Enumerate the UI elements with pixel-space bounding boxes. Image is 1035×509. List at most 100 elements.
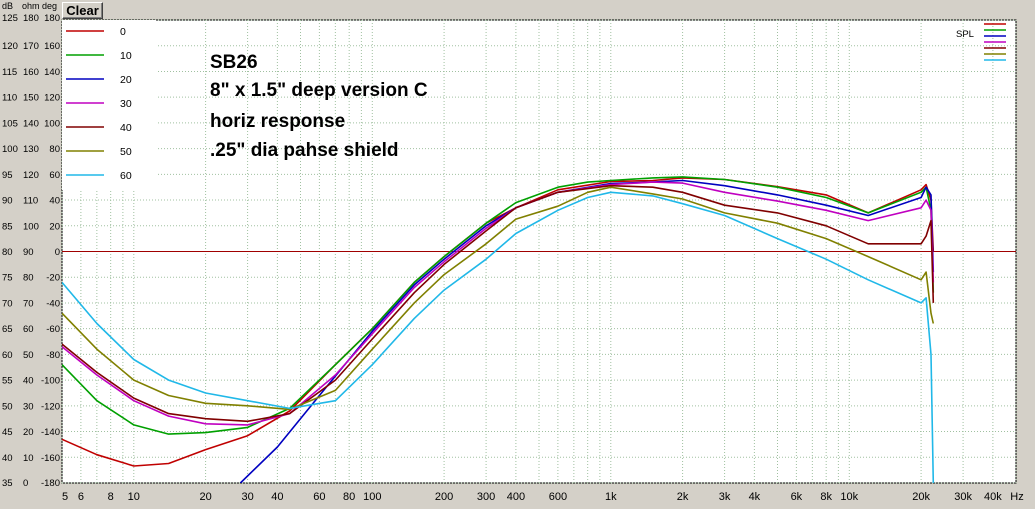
y-tick-ohm: 80 [23,273,34,284]
legend-box [62,20,156,190]
db-axis-header: dB [2,1,13,11]
y-tick-ohm: 70 [23,298,34,309]
y-tick-deg: 160 [44,41,60,52]
y-tick-ohm: 140 [23,118,39,129]
x-tick-label: 100 [363,491,381,503]
annotation-line-1: SB26 [210,52,258,73]
y-tick-deg: 100 [44,118,60,129]
x-tick-label: 6k [791,491,803,503]
legend: 0 10 20 30 40 50 60 [62,20,156,190]
x-tick-label: 8k [820,491,832,503]
series-line-60 [62,191,935,483]
y-tick-deg: 40 [49,196,60,207]
y-tick-ohm: 50 [23,350,34,361]
y-tick-deg: 0 [55,247,60,258]
x-tick-label: 2k [677,491,689,503]
y-tick-db: 80 [2,247,13,258]
y-tick-ohm: 150 [23,93,39,104]
y-tick-db: 50 [2,401,13,412]
data-series [62,176,935,483]
x-tick-label: 6 [78,491,84,503]
y-tick-deg: -60 [46,324,60,335]
legend-label-0: 0 [120,26,126,38]
y-tick-deg: -140 [41,427,60,438]
y-tick-ohm: 100 [23,221,39,232]
legend-label-30: 30 [120,98,132,110]
deg-axis-header: deg [42,1,57,11]
clear-button[interactable]: Clear [62,2,103,19]
legend-label-20: 20 [120,74,132,86]
y-tick-ohm: 130 [23,144,39,155]
y-tick-db: 70 [2,298,13,309]
x-tick-label: 20k [912,491,930,503]
x-tick-label: 30k [954,491,972,503]
x-tick-label: 60 [313,491,325,503]
x-tick-label: 8 [108,491,114,503]
y-tick-db: 125 [2,13,18,24]
x-tick-label: 200 [435,491,453,503]
y-tick-deg: -120 [41,401,60,412]
legend-label-10: 10 [120,50,132,62]
y-tick-deg: 60 [49,170,60,181]
x-tick-label: 20 [199,491,211,503]
y-tick-ohm: 0 [23,478,28,489]
y-tick-ohm: 160 [23,67,39,78]
x-tick-label: Hz [1010,491,1023,503]
y-tick-deg: -40 [46,298,60,309]
x-tick-label: 40k [984,491,1002,503]
series-line-10 [62,176,935,435]
x-tick-label: 40 [271,491,283,503]
legend-label-60: 60 [120,170,132,182]
x-tick-label: 5 [62,491,68,503]
y-tick-db: 55 [2,376,13,387]
y-tick-deg: -80 [46,350,60,361]
y-tick-db: 90 [2,196,13,207]
legend-label-50: 50 [120,146,132,158]
y-tick-deg: -160 [41,453,60,464]
x-tick-label: 400 [507,491,525,503]
legend-label-40: 40 [120,122,132,134]
y-tick-deg: -20 [46,273,60,284]
annotation-line-2: 8" x 1.5" deep version C [210,80,428,101]
y-tick-db: 110 [2,93,17,104]
annotation-line-3: horiz response [210,111,346,132]
y-tick-deg: 80 [49,144,60,155]
y-tick-db: 35 [2,478,13,489]
y-tick-ohm: 180 [23,13,39,24]
y-tick-ohm: 10 [23,453,34,464]
y-tick-ohm: 120 [23,170,39,181]
x-tick-label: 10k [840,491,858,503]
x-tick-label: 1k [605,491,617,503]
y-tick-ohm: 60 [23,324,34,335]
y-tick-ohm: 30 [23,401,34,412]
y-tick-db: 120 [2,41,18,52]
spl-legend: SPL [956,23,1006,61]
y-tick-db: 95 [2,170,13,181]
x-tick-label: 10 [128,491,140,503]
y-tick-db: 85 [2,221,13,232]
y-tick-db: 75 [2,273,13,284]
y-tick-ohm: 40 [23,376,34,387]
x-tick-label: 4k [749,491,761,503]
y-tick-deg: -100 [41,376,60,387]
x-tick-label: 80 [343,491,355,503]
ohm-axis-header: ohm [22,1,40,11]
y-tick-ohm: 20 [23,427,34,438]
x-tick-label: 30 [241,491,253,503]
y-tick-db: 45 [2,427,13,438]
y-tick-db: 60 [2,350,13,361]
y-tick-deg: 120 [44,93,60,104]
series-line-40 [62,184,935,423]
y-tick-deg: 20 [49,221,60,232]
y-tick-db: 105 [2,118,18,129]
x-tick-label: 3k [719,491,731,503]
y-tick-deg: 180 [44,13,60,24]
y-tick-db: 40 [2,453,13,464]
y-tick-db: 115 [2,67,17,78]
x-tick-label: 600 [549,491,567,503]
y-tick-db: 100 [2,144,18,155]
y-tick-ohm: 90 [23,247,34,258]
y-tick-deg: 140 [44,67,60,78]
